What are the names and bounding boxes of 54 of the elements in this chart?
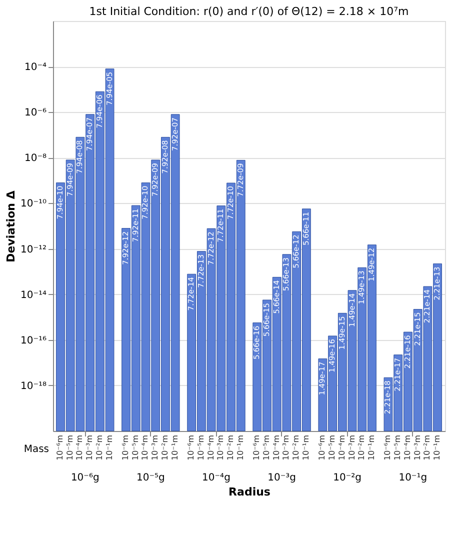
- y-tick-label: 10⁻¹²: [20, 244, 46, 256]
- text: 10⁻²m: [422, 435, 432, 460]
- text: 10⁻⁶m: [383, 435, 392, 460]
- text: 10⁻¹m: [432, 435, 442, 460]
- y-tick-label: 10⁻¹⁸: [20, 380, 46, 392]
- text: 10⁻²m: [357, 435, 366, 460]
- text: 10⁻⁴m: [337, 435, 346, 460]
- text: 10⁻⁶m: [252, 435, 262, 460]
- x-tick-label: 10⁻⁴g: [202, 472, 230, 484]
- chart-title: 1st Initial Condition: r(0) and r′(0) of Θ(12) = 2.18 × 10⁷m: [89, 5, 409, 18]
- text: 10⁻⁴m: [402, 435, 412, 460]
- text: 10⁻²m: [292, 435, 301, 460]
- text: 10⁻¹m: [236, 435, 245, 460]
- text: 10⁻⁵m: [65, 434, 74, 460]
- y-axis-title: Deviation Δ: [4, 190, 18, 262]
- x-tick-label: 10⁻⁶g: [70, 472, 100, 484]
- text: 10⁻⁶m: [318, 435, 327, 460]
- y-tick-label: 10⁻¹⁶: [20, 335, 46, 346]
- x-tick-label: 10⁻²g: [333, 472, 362, 484]
- text: 10⁻⁵m: [196, 435, 206, 460]
- text: 10⁻³m: [216, 435, 226, 460]
- text: 10⁻³m: [282, 435, 291, 460]
- y-tick-label: 10⁻⁶: [24, 108, 46, 119]
- text: 10⁻⁶m: [186, 435, 196, 460]
- text: 10⁻³m: [412, 435, 422, 460]
- text: 10⁻¹m: [366, 435, 376, 460]
- y-tick-label: 10⁻¹⁴: [20, 290, 46, 301]
- text: 10⁻⁴m: [206, 435, 216, 460]
- text: 10⁻³m: [150, 435, 160, 460]
- x-tick-label: 10⁻³g: [268, 472, 296, 484]
- y-tick-label: 10⁻¹⁰: [20, 198, 46, 210]
- legend-title: Mass: [24, 444, 49, 455]
- x-tick-label: 10⁻⁵g: [136, 472, 165, 484]
- text: 10⁻¹m: [301, 435, 310, 460]
- y-tick-label: 10⁻⁸: [24, 153, 46, 164]
- text: 10⁻⁴m: [75, 434, 84, 460]
- text: 10⁻⁴m: [140, 435, 150, 460]
- text: 10⁻⁵m: [130, 435, 140, 460]
- text: 10⁻⁵m: [393, 435, 402, 460]
- y-tick-label: 10⁻⁴: [24, 62, 46, 74]
- text: 10⁻¹m: [170, 435, 180, 460]
- text: 10⁻²m: [160, 435, 170, 460]
- text: 10⁻⁴m: [272, 435, 281, 460]
- text: 10⁻²m: [226, 435, 236, 460]
- text: 10⁻⁵m: [262, 435, 271, 460]
- text: 10⁻³m: [347, 435, 356, 460]
- x-tick-label: 10⁻¹g: [398, 472, 428, 484]
- text: 10⁻⁶m: [55, 434, 64, 460]
- text: 10⁻³m: [85, 434, 94, 460]
- text: 10⁻⁶m: [121, 435, 130, 460]
- text: 10⁻¹m: [104, 434, 114, 460]
- text: 10⁻²m: [94, 434, 104, 460]
- text: 10⁻⁵m: [328, 435, 337, 460]
- x-axis-title: Radius: [228, 486, 271, 498]
